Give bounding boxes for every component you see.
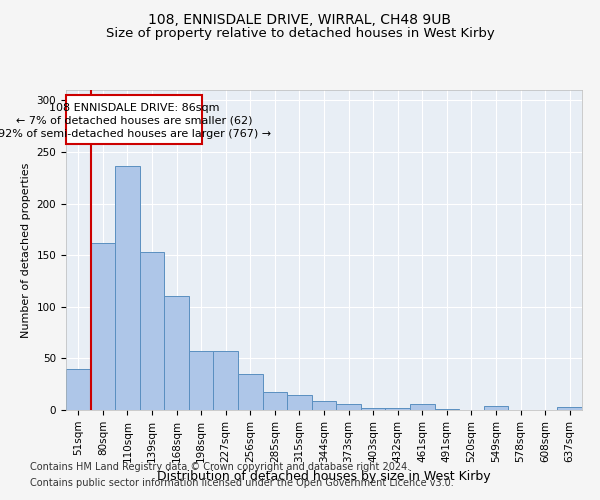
- Y-axis label: Number of detached properties: Number of detached properties: [21, 162, 31, 338]
- Bar: [336, 404, 361, 410]
- Text: 92% of semi-detached houses are larger (767) →: 92% of semi-detached houses are larger (…: [0, 130, 271, 140]
- Bar: [91, 243, 115, 410]
- Text: ← 7% of detached houses are smaller (62): ← 7% of detached houses are smaller (62): [16, 116, 253, 126]
- Bar: [410, 404, 434, 410]
- Bar: [385, 408, 410, 410]
- Bar: [214, 351, 238, 410]
- Text: Contains HM Land Registry data © Crown copyright and database right 2024.: Contains HM Land Registry data © Crown c…: [30, 462, 410, 472]
- Bar: [312, 400, 336, 410]
- Bar: [434, 409, 459, 410]
- FancyBboxPatch shape: [67, 95, 202, 144]
- X-axis label: Distribution of detached houses by size in West Kirby: Distribution of detached houses by size …: [157, 470, 491, 483]
- Bar: [238, 374, 263, 410]
- Bar: [189, 351, 214, 410]
- Bar: [484, 406, 508, 410]
- Bar: [66, 368, 91, 410]
- Bar: [287, 394, 312, 410]
- Text: Contains public sector information licensed under the Open Government Licence v3: Contains public sector information licen…: [30, 478, 454, 488]
- Bar: [115, 166, 140, 410]
- Text: Size of property relative to detached houses in West Kirby: Size of property relative to detached ho…: [106, 28, 494, 40]
- Bar: [557, 407, 582, 410]
- Text: 108, ENNISDALE DRIVE, WIRRAL, CH48 9UB: 108, ENNISDALE DRIVE, WIRRAL, CH48 9UB: [149, 12, 452, 26]
- Bar: [164, 296, 189, 410]
- Bar: [140, 252, 164, 410]
- Bar: [263, 392, 287, 410]
- Text: 108 ENNISDALE DRIVE: 86sqm: 108 ENNISDALE DRIVE: 86sqm: [49, 102, 220, 113]
- Bar: [361, 408, 385, 410]
